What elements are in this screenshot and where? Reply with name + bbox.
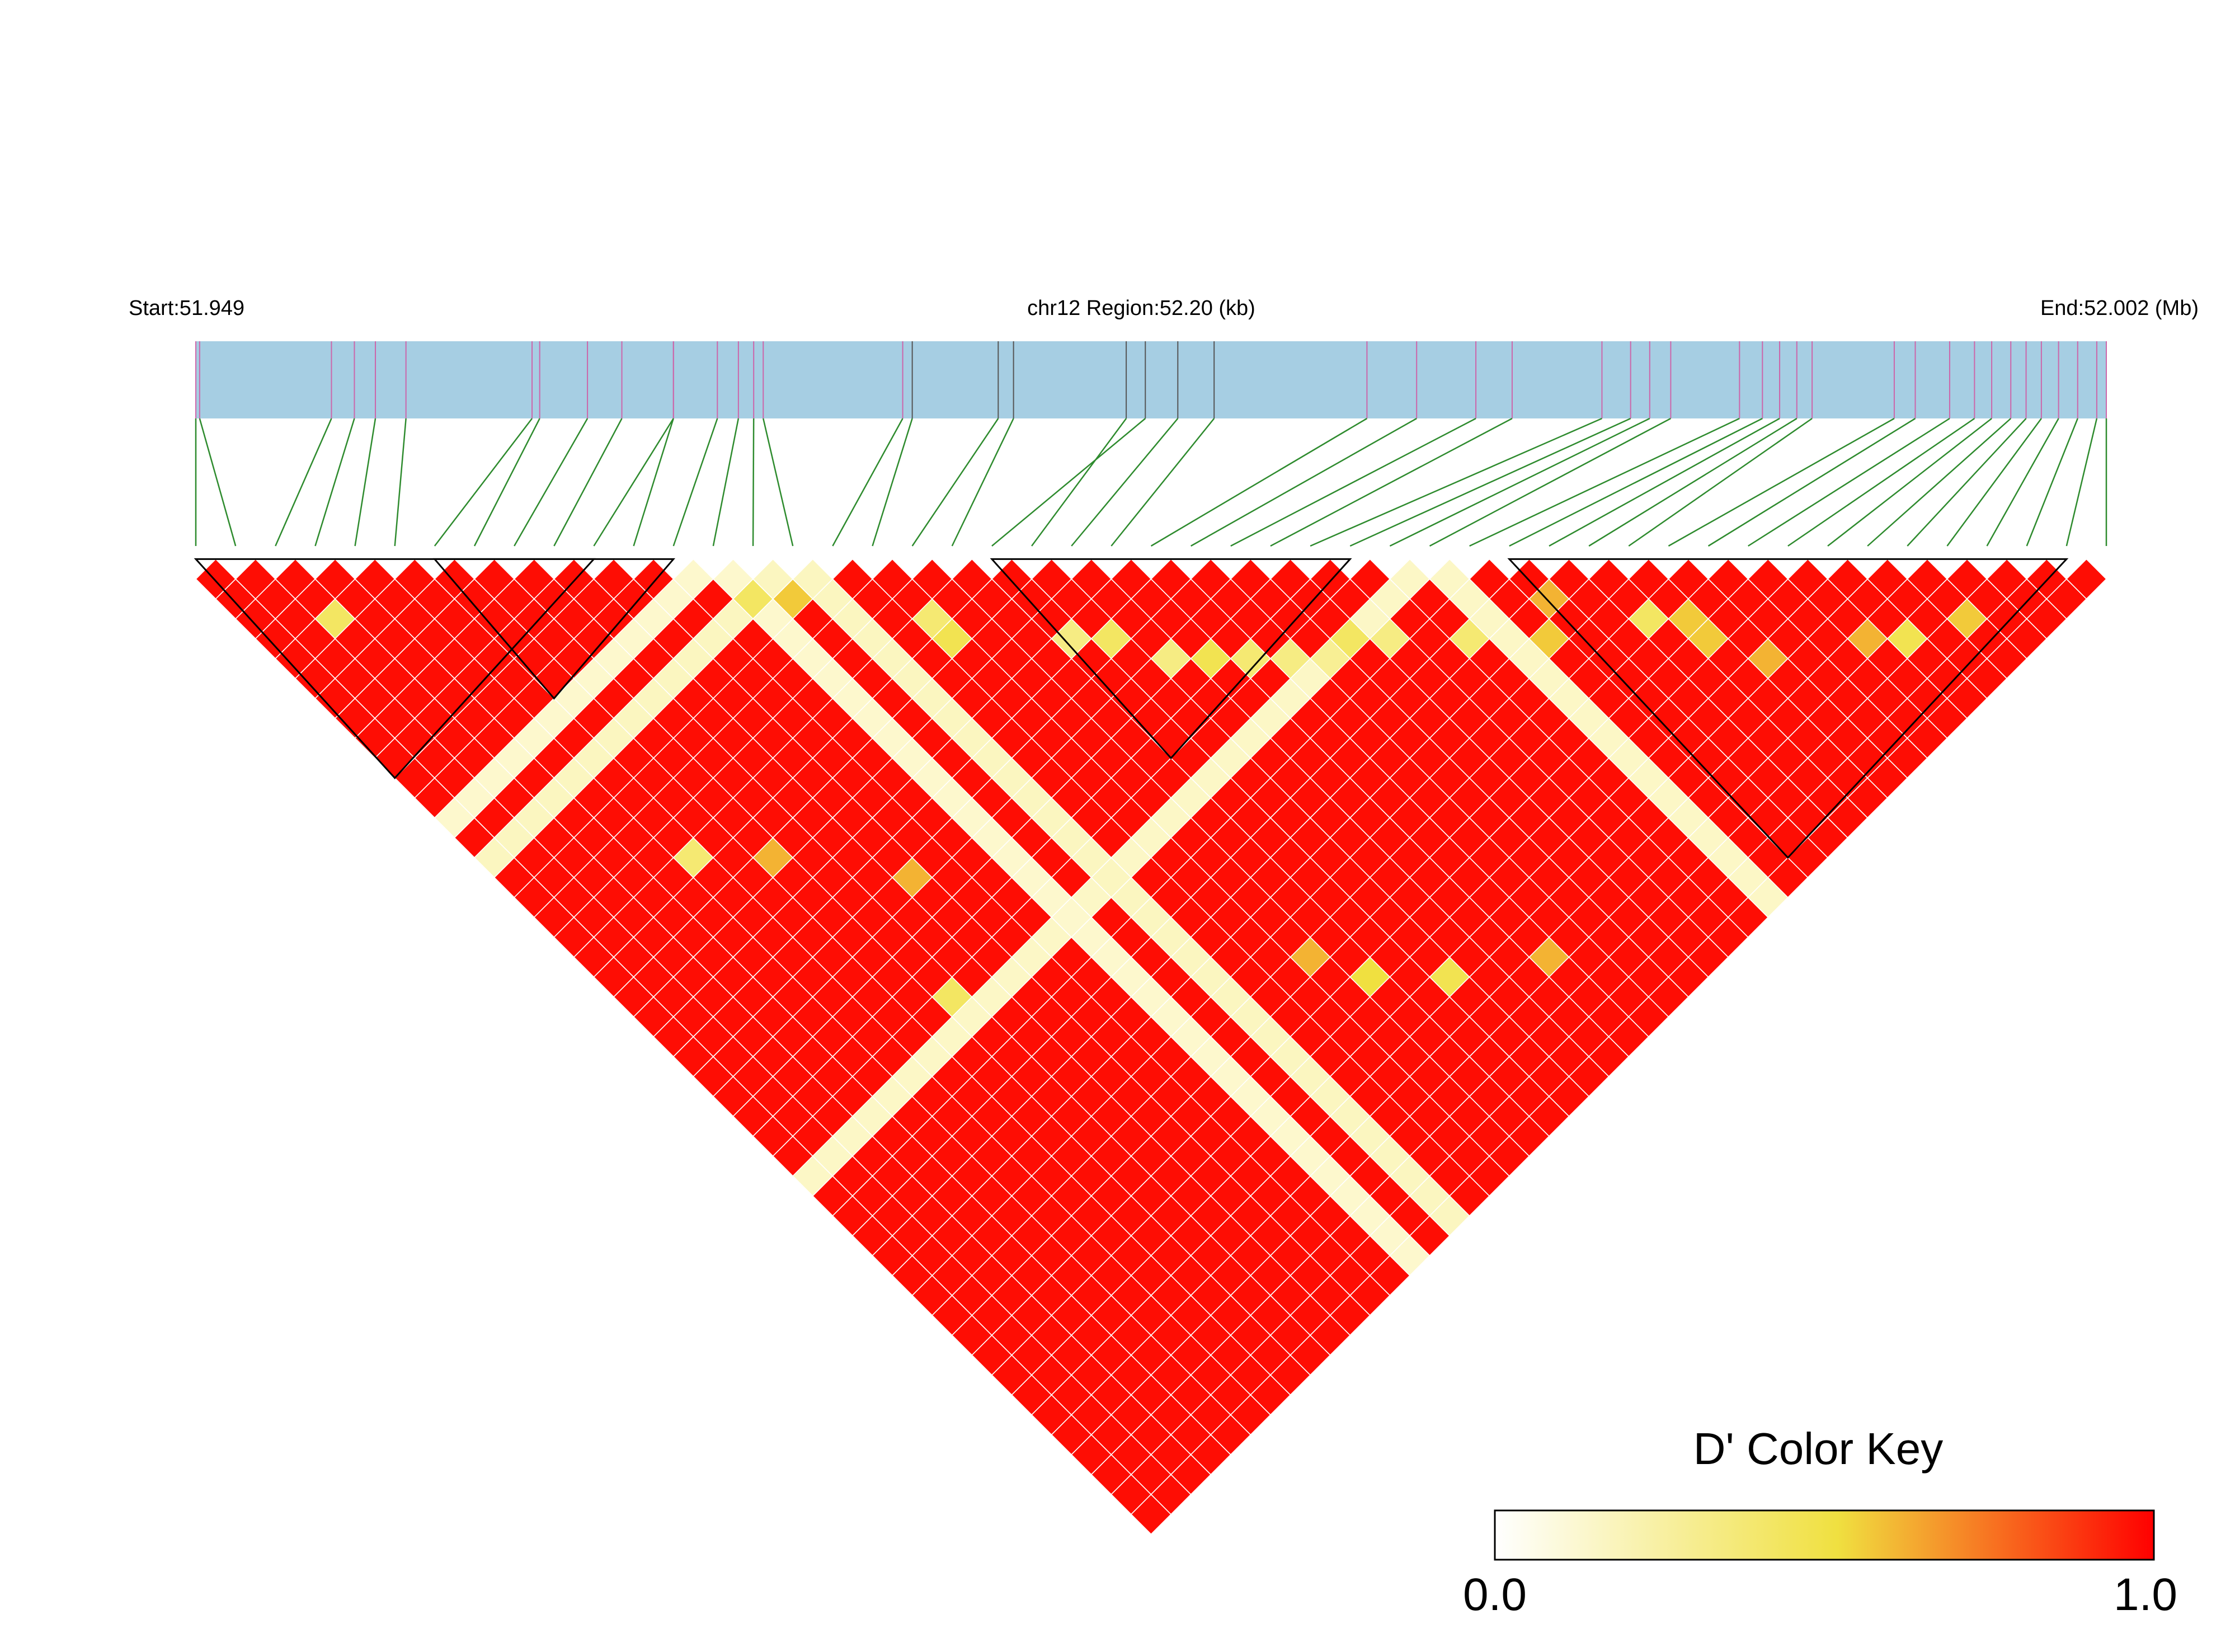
snp-connector-line (1748, 417, 1950, 547)
snp-connector-line (951, 418, 1014, 547)
snp-connector-line (434, 418, 533, 547)
snp-connector-line (1986, 418, 2059, 547)
start-label: Start:51.949 (129, 296, 244, 320)
snp-connector-line (672, 418, 718, 547)
snp-connector-line (832, 418, 904, 547)
ld-block-layer (194, 558, 2069, 859)
color-key-min-label: 0.0 (1463, 1569, 1527, 1620)
color-key-gradient-bar (1494, 1509, 2155, 1561)
snp-connector-line (1349, 417, 1631, 547)
snp-connector-line (1867, 418, 2012, 547)
snp-connector-line (1389, 417, 1650, 547)
snp-connector-line (1469, 417, 1740, 547)
snp-connector-line (1668, 417, 1895, 547)
snp-connector-line (1191, 417, 1417, 547)
snp-connector-line (314, 418, 355, 547)
snp-connector-line (763, 418, 794, 547)
snp-connector-line (1509, 417, 1763, 547)
snp-connector-line (394, 418, 407, 547)
snp-connector-line (872, 418, 913, 547)
region-label: chr12 Region:52.20 (kb) (1027, 296, 1255, 320)
snp-connector-line (2065, 418, 2098, 547)
snp-connector-line (1907, 418, 2027, 547)
snp-connector-line (1270, 417, 1513, 547)
snp-track (196, 341, 2106, 418)
snp-connector-line (1628, 417, 1813, 547)
ld-cell (2065, 558, 2107, 600)
snp-connector-line (514, 418, 589, 547)
snp-connector-line (911, 418, 999, 547)
snp-connector-line (1707, 417, 1916, 547)
ld-block-outline (194, 558, 596, 779)
snp-connector-line (199, 418, 237, 547)
snp-connector-line (1946, 418, 2042, 547)
snp-connector-line (633, 418, 674, 547)
snp-connector-line (1230, 417, 1476, 547)
snp-connector-line (354, 418, 377, 547)
ld-block-outline (1507, 558, 2069, 859)
color-key-title: D' Color Key (1693, 1424, 1944, 1474)
snp-connector-line (1150, 417, 1368, 547)
snp-connector-line (593, 418, 674, 547)
snp-connector-line (275, 418, 332, 547)
snp-connector-line (1787, 417, 1975, 547)
snp-connector-line (1071, 418, 1179, 547)
snp-connector-line (473, 418, 540, 547)
end-label: End:52.002 (Mb) (2040, 296, 2199, 320)
color-key: D' Color Key 0.0 1.0 (1463, 1424, 2177, 1620)
snp-marker-layer (195, 341, 2107, 418)
ld-block-outline (990, 558, 1352, 760)
snp-connector-line (1310, 417, 1602, 547)
snp-connector-line (752, 418, 755, 547)
snp-connector-line (1031, 418, 1127, 547)
snp-connector-line (991, 418, 1146, 547)
snp-connector-line (1429, 417, 1671, 547)
snp-connector-line (2026, 418, 2078, 547)
snp-connector-layer (195, 417, 2107, 547)
color-key-max-label: 1.0 (2114, 1569, 2177, 1620)
snp-connector-line (1588, 417, 1798, 547)
snp-connector-line (1111, 418, 1215, 547)
ld-block-outline (432, 558, 676, 700)
ld-cell-layer (195, 558, 2107, 1535)
snp-connector-line (553, 418, 623, 547)
snp-connector-line (1827, 418, 1992, 547)
snp-connector-line (1549, 417, 1780, 547)
snp-connector-line (712, 418, 740, 547)
